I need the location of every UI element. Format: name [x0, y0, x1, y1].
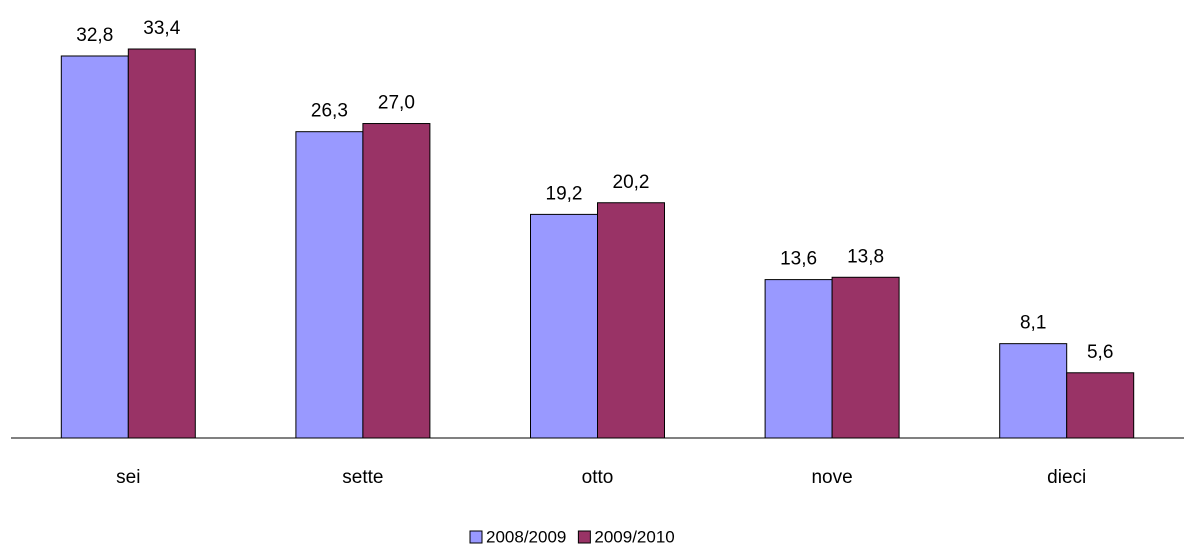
value-label: 13,6 [780, 249, 817, 270]
bar [362, 123, 431, 439]
legend-swatch [469, 530, 483, 544]
x-tick-label: nove [811, 467, 852, 488]
bar [597, 202, 665, 439]
value-label: 5,6 [1087, 342, 1113, 363]
bar [831, 276, 900, 439]
legend-swatch [577, 530, 591, 544]
value-label: 27,0 [378, 93, 415, 114]
legend-label: 2009/2010 [594, 527, 674, 546]
value-label: 26,3 [311, 101, 348, 122]
legend-label: 2008/2009 [486, 527, 566, 546]
x-tick-label: sette [342, 467, 383, 488]
value-label: 8,1 [1020, 313, 1046, 334]
bar [60, 55, 129, 439]
value-label: 32,8 [76, 25, 113, 46]
x-tick-label: dieci [1047, 467, 1086, 488]
bar [530, 213, 598, 439]
x-tick-label: sei [116, 467, 140, 488]
bar [127, 48, 196, 439]
bar [764, 279, 833, 439]
bar [295, 131, 364, 439]
x-tick-label: otto [582, 467, 614, 488]
value-label: 20,2 [613, 172, 650, 193]
value-label: 33,4 [143, 18, 180, 39]
value-label: 19,2 [546, 183, 583, 204]
bar [1066, 372, 1135, 439]
bar [999, 343, 1068, 439]
value-label: 13,8 [847, 246, 884, 267]
